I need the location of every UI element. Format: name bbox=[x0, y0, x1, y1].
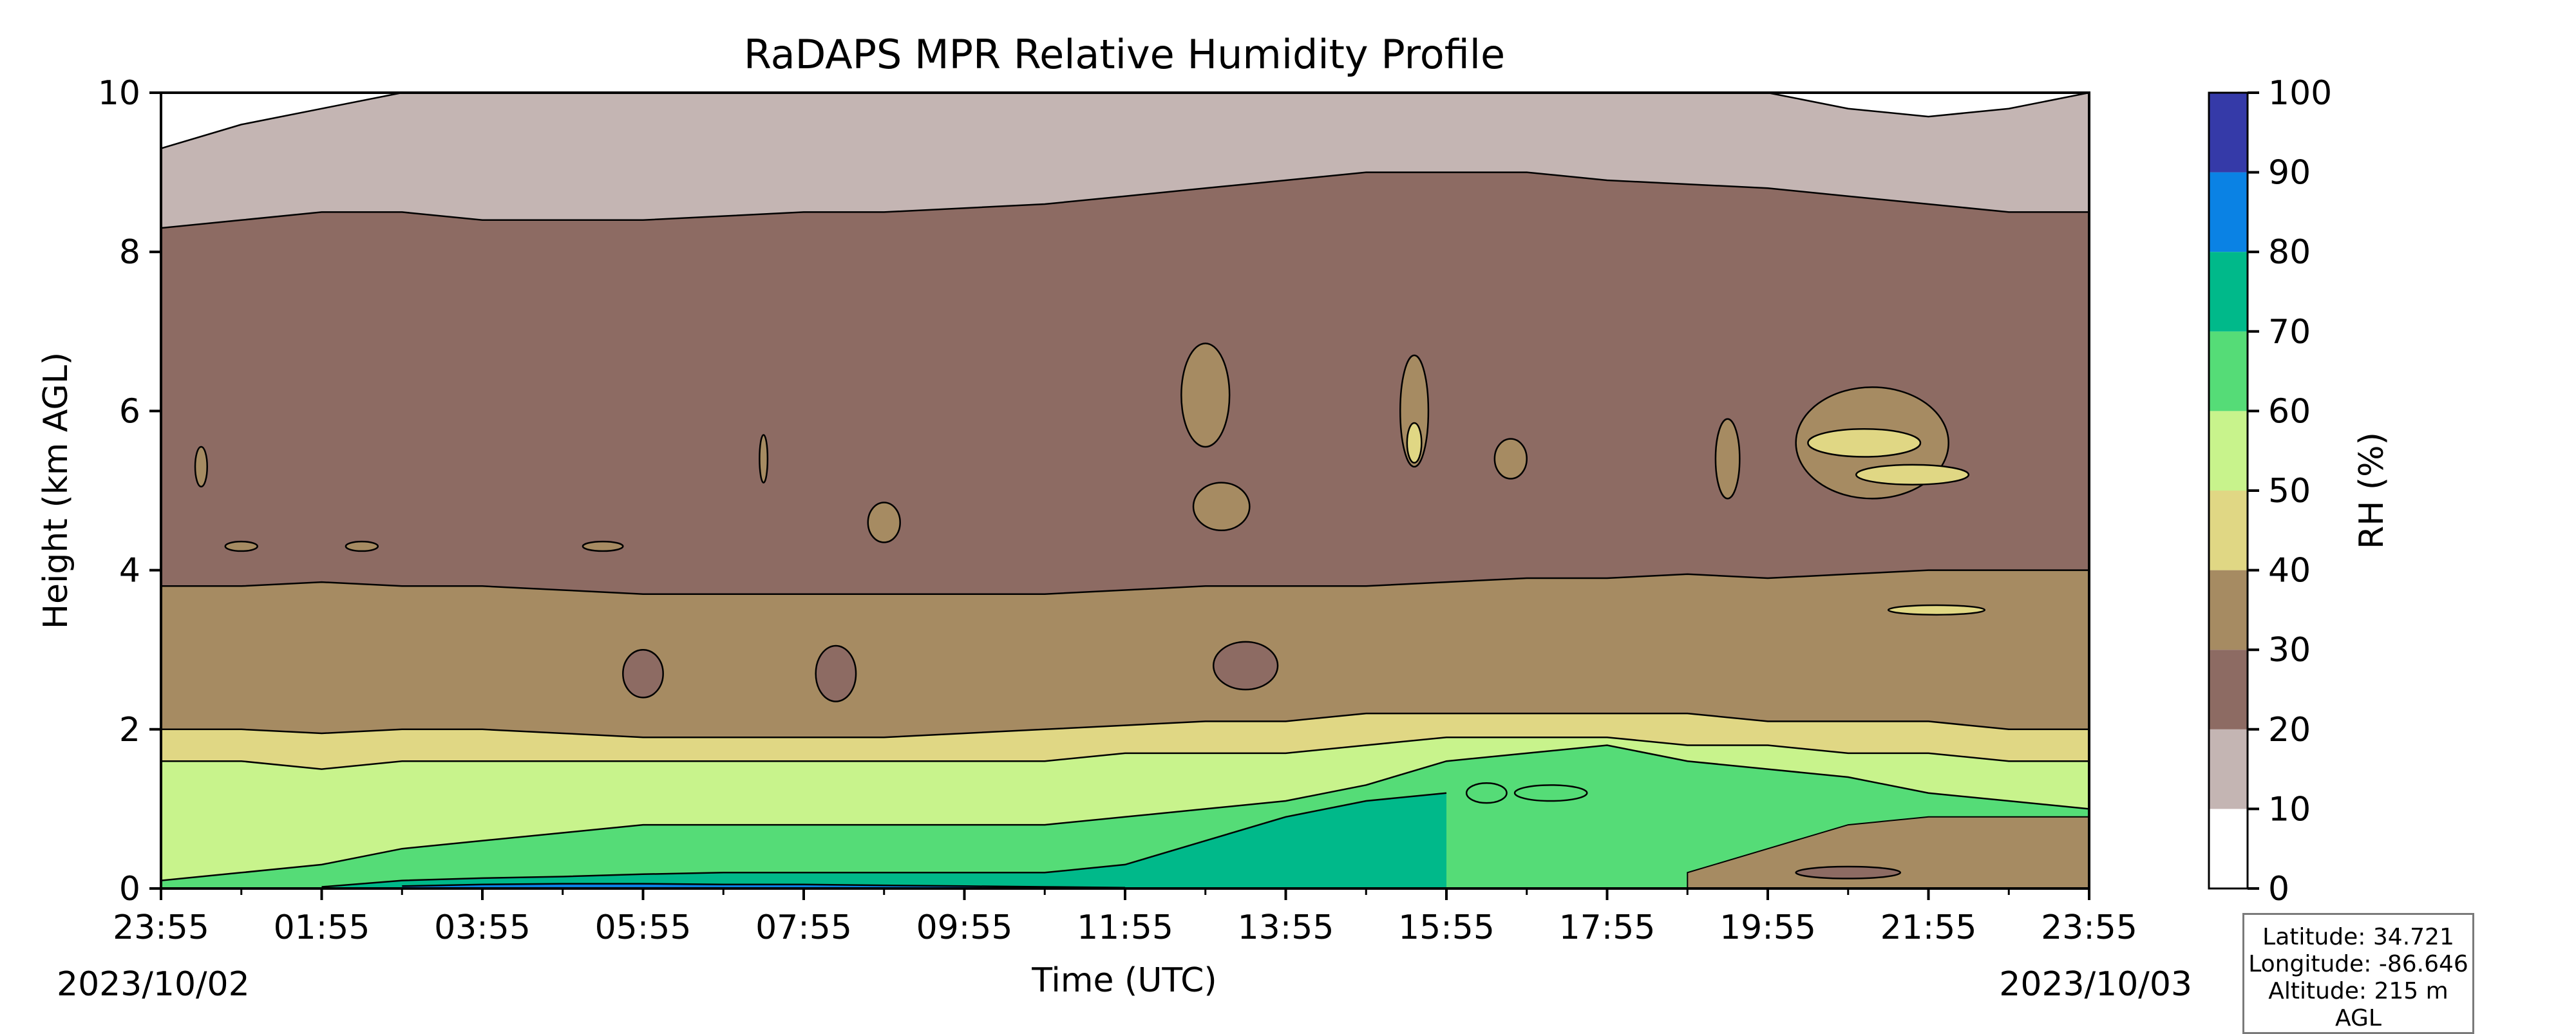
y-axis-label: Height (km AGL) bbox=[37, 352, 75, 629]
start-date-label: 2023/10/02 bbox=[57, 965, 250, 1004]
colorbar-swatch bbox=[2209, 809, 2248, 888]
colorbar-tick-label: 60 bbox=[2268, 392, 2311, 431]
x-axis-label: Time (UTC) bbox=[1031, 961, 1217, 1000]
rh-cell-6 bbox=[1180, 343, 1231, 448]
rh-cell-4 bbox=[759, 434, 769, 484]
colorbar-tick-label: 20 bbox=[2268, 711, 2311, 749]
isoline-30 bbox=[161, 569, 2089, 595]
rh-band-60 bbox=[161, 745, 2089, 888]
rh-cell-3 bbox=[582, 540, 624, 552]
x-tick-label: 17:55 bbox=[1559, 908, 1656, 947]
isoline-60 bbox=[161, 744, 2089, 881]
colorbar-swatch bbox=[2209, 93, 2248, 173]
y-tick-label: 8 bbox=[119, 233, 140, 272]
rh-cell-16 bbox=[1465, 782, 1508, 804]
rh-cell-0 bbox=[194, 446, 208, 488]
station-info-box: Latitude: 34.721 Longitude: -86.646 Alti… bbox=[2242, 913, 2474, 1034]
x-tick-label: 03:55 bbox=[434, 908, 531, 947]
colorbar-swatch bbox=[2209, 570, 2248, 650]
rh-cell-21 bbox=[1795, 865, 1902, 879]
colorbar-tick-label: 0 bbox=[2268, 870, 2289, 908]
colorbar-tick-label: 40 bbox=[2268, 552, 2311, 590]
rh-cell-14 bbox=[1855, 464, 1970, 485]
rh-cell-2 bbox=[345, 540, 379, 552]
x-tick-label: 11:55 bbox=[1077, 908, 1173, 947]
y-tick-label: 4 bbox=[119, 552, 140, 590]
colorbar-swatch bbox=[2209, 650, 2248, 729]
rh-cell-1 bbox=[224, 540, 258, 552]
colorbar-tick-label: 10 bbox=[2268, 790, 2311, 829]
x-tick-label: 23:55 bbox=[2041, 908, 2137, 947]
y-tick-label: 10 bbox=[98, 74, 140, 113]
isoline-70 bbox=[321, 792, 1447, 888]
y-tick-label: 6 bbox=[119, 392, 140, 431]
colorbar-swatch bbox=[2209, 172, 2248, 252]
isoline-80 bbox=[402, 883, 1126, 888]
colorbar-tick-label: 50 bbox=[2268, 472, 2311, 511]
isoline-40 bbox=[161, 712, 2089, 738]
altitude-text: Altitude: 215 m AGL bbox=[2268, 978, 2448, 1031]
y-tick-label: 0 bbox=[119, 870, 140, 908]
end-date-label: 2023/10/03 bbox=[1999, 965, 2192, 1004]
x-tick-label: 13:55 bbox=[1238, 908, 1334, 947]
x-tick-label: 07:55 bbox=[755, 908, 852, 947]
x-tick-label: 05:55 bbox=[595, 908, 692, 947]
rh-cell-15 bbox=[1887, 604, 1986, 616]
rh-cell-19 bbox=[815, 644, 857, 702]
rh-cell-13 bbox=[1807, 428, 1922, 458]
x-tick-label: 21:55 bbox=[1880, 908, 1977, 947]
rh-cell-7 bbox=[1192, 482, 1251, 532]
colorbar-swatch bbox=[2209, 331, 2248, 411]
x-tick-label: 15:55 bbox=[1398, 908, 1495, 947]
longitude-text: Longitude: -86.646 bbox=[2248, 951, 2468, 977]
colorbar-swatch bbox=[2209, 729, 2248, 809]
x-axis: 23:55 01:55 03:55 05:55 07:55 09:55 11:55 13:55… bbox=[113, 888, 2137, 947]
rh-surface-dry-region bbox=[1687, 816, 2089, 888]
colorbar-tick-label: 90 bbox=[2268, 154, 2311, 193]
x-tick-label: 19:55 bbox=[1719, 908, 1816, 947]
latitude-text: Latitude: 34.721 bbox=[2262, 924, 2454, 950]
colorbar-label: RH (%) bbox=[2353, 432, 2391, 549]
contour-fill-layer bbox=[161, 93, 2089, 888]
y-tick-label: 2 bbox=[119, 711, 140, 749]
chart-title: RaDAPS MPR Relative Humidity Profile bbox=[744, 31, 1505, 78]
rh-cell-10 bbox=[1493, 438, 1528, 480]
x-tick-label: 01:55 bbox=[274, 908, 370, 947]
x-tick-label: 23:55 bbox=[113, 908, 209, 947]
rh-band-70 bbox=[321, 793, 1446, 888]
colorbar-tick-label: 80 bbox=[2268, 233, 2311, 272]
rh-cell-9 bbox=[1406, 422, 1423, 464]
x-tick-label: 09:55 bbox=[916, 908, 1013, 947]
rh-cell-20 bbox=[1212, 641, 1279, 691]
rh-cell-5 bbox=[867, 502, 901, 543]
colorbar-swatch bbox=[2209, 491, 2248, 570]
isoline-20 bbox=[161, 171, 2089, 229]
rh-cell-18 bbox=[622, 648, 664, 699]
colorbar-tick-label: 30 bbox=[2268, 631, 2311, 670]
colorbar-swatch bbox=[2209, 411, 2248, 491]
colorbar: 0 10 20 30 40 50 60 70 80 90 100 bbox=[2208, 74, 2332, 908]
colorbar-swatch bbox=[2209, 252, 2248, 332]
rh-cell-17 bbox=[1513, 784, 1588, 802]
y-axis: 0 2 4 6 8 10 bbox=[98, 74, 161, 908]
contour-line-layer bbox=[161, 93, 2089, 888]
isoline-50 bbox=[161, 736, 2089, 770]
rh-cell-11 bbox=[1714, 418, 1741, 500]
colorbar-tick-label: 100 bbox=[2268, 74, 2332, 113]
colorbar-tick-label: 70 bbox=[2268, 313, 2311, 352]
